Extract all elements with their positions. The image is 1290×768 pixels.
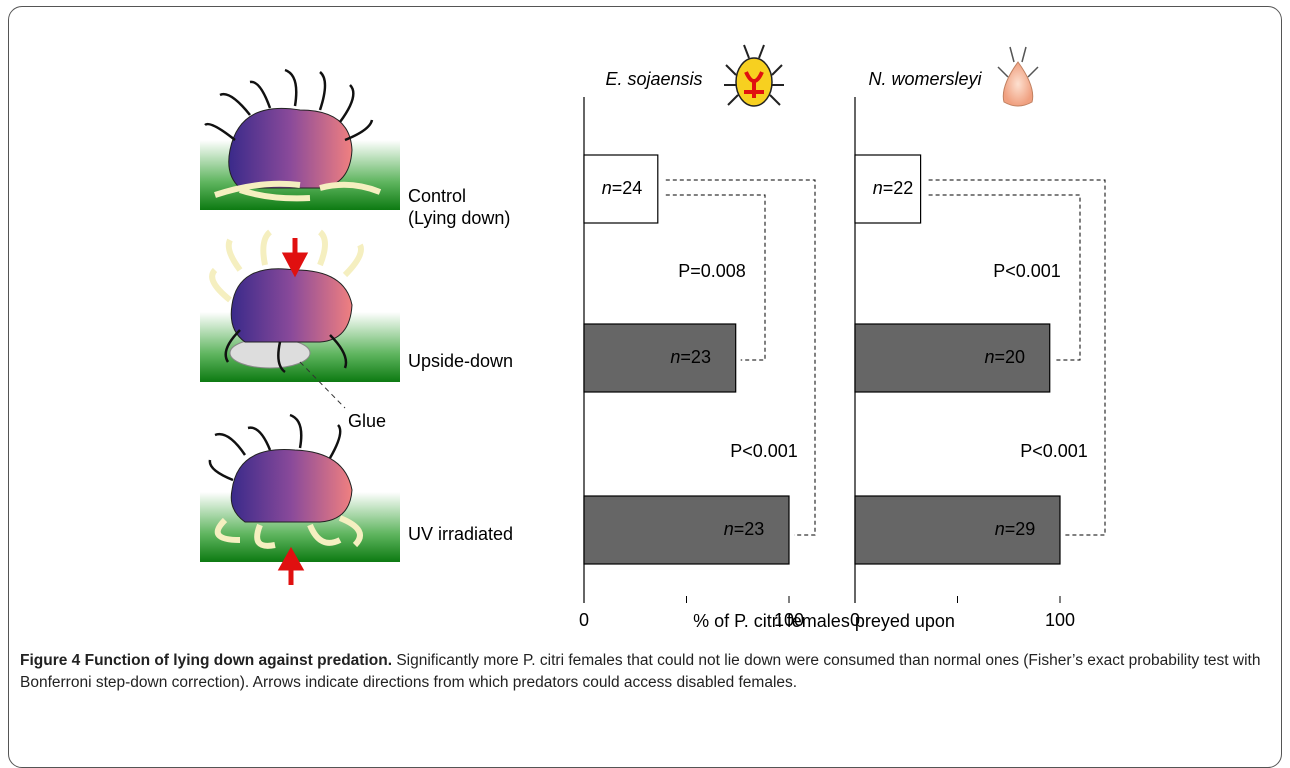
- n-italic: n: [724, 519, 734, 539]
- n-italic: n: [602, 178, 612, 198]
- x-axis-label: % of P. citri females preyed upon: [693, 611, 955, 631]
- n-rest: =22: [883, 178, 914, 198]
- p-value: P<0.001: [1020, 441, 1088, 461]
- x-tick-label: 100: [774, 610, 804, 630]
- n-label: n=23: [670, 347, 711, 367]
- row-label: UV irradiated: [408, 524, 513, 544]
- x-tick-label: 100: [1045, 610, 1075, 630]
- n-rest: =20: [994, 347, 1025, 367]
- n-italic: n: [670, 347, 680, 367]
- n-rest: =23: [680, 347, 711, 367]
- caption: Figure 4 Function of lying down against …: [20, 650, 1270, 694]
- p-value: P<0.001: [730, 441, 798, 461]
- n-label: n=23: [724, 519, 765, 539]
- mite-body: [229, 108, 352, 188]
- p-value: P=0.008: [678, 261, 746, 281]
- row-label: (Lying down): [408, 208, 510, 228]
- caption-label: Figure 4: [20, 652, 80, 669]
- chart-title: N. womersleyi: [868, 69, 982, 89]
- row-label: Upside-down: [408, 351, 513, 371]
- mite-body: [231, 450, 352, 523]
- n-italic: n: [995, 519, 1005, 539]
- n-rest: =24: [612, 178, 643, 198]
- species-icon: [724, 45, 784, 106]
- arrow: [286, 238, 304, 272]
- x-tick-label: 0: [579, 610, 589, 630]
- mite-body: [231, 269, 352, 342]
- page: {"chart_data": [ {"type": "bar", "orient…: [0, 0, 1290, 758]
- figure: Control (Lying down) Upside-down UV irra…: [0, 0, 1290, 640]
- x-tick-label: 0: [850, 610, 860, 630]
- species-icon: [998, 47, 1038, 106]
- bar: [584, 324, 736, 392]
- caption-title: Function of lying down against predation…: [85, 652, 392, 669]
- n-label: n=22: [873, 178, 914, 198]
- n-label: n=24: [602, 178, 643, 198]
- glue-label: Glue: [348, 411, 386, 431]
- n-italic: n: [873, 178, 883, 198]
- n-label: n=20: [984, 347, 1025, 367]
- n-rest: =23: [734, 519, 765, 539]
- n-rest: =29: [1005, 519, 1036, 539]
- row-label: Control: [408, 186, 466, 206]
- chart-title: E. sojaensis: [605, 69, 702, 89]
- p-value: P<0.001: [993, 261, 1061, 281]
- n-label: n=29: [995, 519, 1036, 539]
- n-italic: n: [984, 347, 994, 367]
